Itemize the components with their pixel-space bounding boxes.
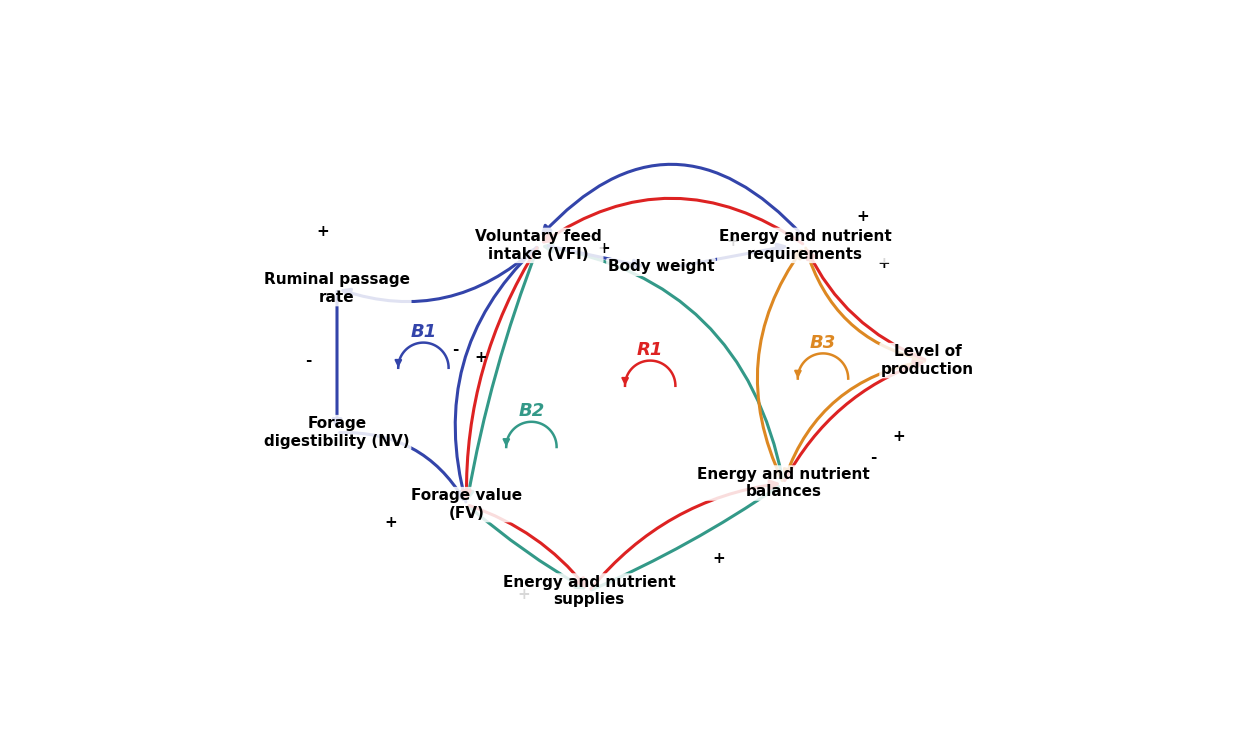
Text: B3: B3 xyxy=(810,334,836,352)
FancyArrowPatch shape xyxy=(591,487,779,590)
FancyArrowPatch shape xyxy=(679,244,785,266)
Text: Energy and nutrient
supplies: Energy and nutrient supplies xyxy=(503,574,675,608)
FancyArrowPatch shape xyxy=(544,198,802,244)
FancyArrowPatch shape xyxy=(758,251,801,481)
Text: +: + xyxy=(316,224,329,238)
Text: Energy and nutrient
requirements: Energy and nutrient requirements xyxy=(719,230,891,262)
Text: R1: R1 xyxy=(638,340,664,358)
Text: Level of
production: Level of production xyxy=(881,344,974,376)
Text: +: + xyxy=(475,350,488,364)
Text: Body weight: Body weight xyxy=(608,260,714,274)
Text: -: - xyxy=(305,353,311,368)
Text: Forage value
(FV): Forage value (FV) xyxy=(411,488,522,520)
FancyArrowPatch shape xyxy=(808,251,925,359)
Text: +: + xyxy=(385,515,398,530)
Text: Ruminal passage
rate: Ruminal passage rate xyxy=(264,272,410,304)
FancyArrowPatch shape xyxy=(332,292,341,427)
FancyArrowPatch shape xyxy=(806,248,921,362)
Text: -: - xyxy=(870,450,876,465)
Text: +: + xyxy=(598,242,610,256)
FancyArrowPatch shape xyxy=(469,506,584,588)
FancyArrowPatch shape xyxy=(469,506,585,586)
Text: +: + xyxy=(878,256,890,271)
Text: +: + xyxy=(856,209,869,224)
FancyArrowPatch shape xyxy=(545,244,782,480)
Text: +: + xyxy=(518,587,530,602)
Text: Forage
digestibility (NV): Forage digestibility (NV) xyxy=(264,416,410,448)
FancyArrowPatch shape xyxy=(462,248,538,499)
Text: +: + xyxy=(712,551,725,566)
Text: +: + xyxy=(892,429,905,444)
FancyArrowPatch shape xyxy=(785,362,921,481)
FancyArrowPatch shape xyxy=(342,248,536,302)
FancyArrowPatch shape xyxy=(455,250,534,502)
Text: -: - xyxy=(452,342,459,357)
Text: B2: B2 xyxy=(519,402,545,420)
FancyArrowPatch shape xyxy=(542,164,802,236)
FancyArrowPatch shape xyxy=(784,361,925,477)
Text: Energy and nutrient
balances: Energy and nutrient balances xyxy=(698,466,870,500)
Text: B1: B1 xyxy=(410,322,436,340)
Text: +: + xyxy=(726,234,740,249)
FancyArrowPatch shape xyxy=(340,433,464,500)
FancyArrowPatch shape xyxy=(591,481,778,589)
FancyArrowPatch shape xyxy=(549,246,640,268)
Text: Voluntary feed
intake (VFI): Voluntary feed intake (VFI) xyxy=(475,230,602,262)
FancyArrowPatch shape xyxy=(465,248,538,499)
